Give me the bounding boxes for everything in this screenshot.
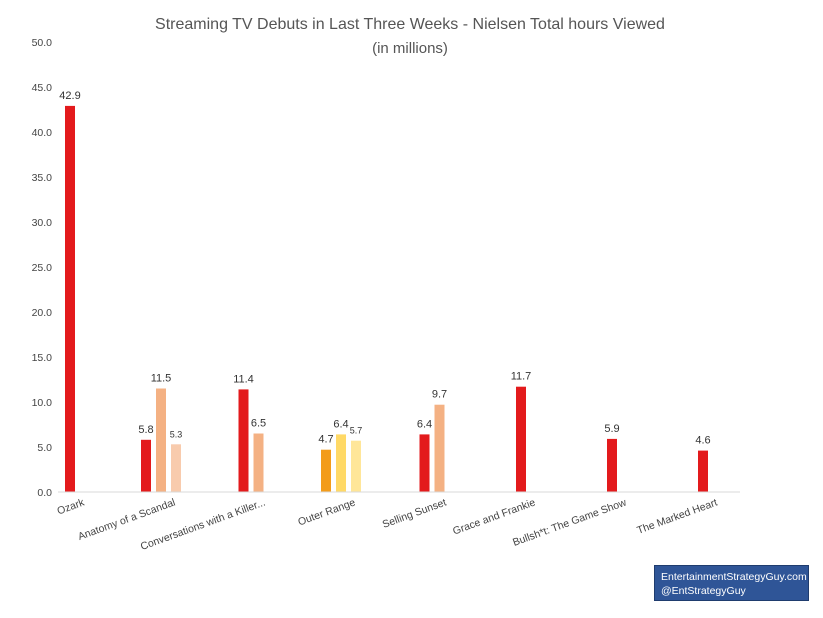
y-tick-label: 25.0 [32,262,53,274]
bar [419,434,430,492]
y-tick-label: 5.0 [37,442,52,454]
y-tick-label: 0.0 [37,487,52,499]
y-tick-label: 15.0 [32,352,53,364]
credit-website: EntertainmentStrategyGuy.com [661,571,807,583]
bar-series: 42.95.811.55.311.46.54.76.45.76.49.711.7… [59,90,711,493]
data-label: 11.7 [511,371,532,383]
bar [336,434,346,492]
y-tick-label: 40.0 [32,127,53,139]
data-label: 4.7 [318,434,333,446]
y-tick-label: 50.0 [32,37,53,49]
y-tick-label: 30.0 [32,217,53,229]
data-label: 4.6 [695,435,710,447]
y-tick-label: 20.0 [32,307,53,319]
data-label: 6.4 [333,418,348,430]
data-label: 11.5 [151,373,172,385]
credit-box: EntertainmentStrategyGuy.com @EntStrateg… [654,565,809,601]
data-label: 5.3 [170,429,183,439]
bar [156,388,166,492]
bar [171,444,181,492]
chart-title: Streaming TV Debuts in Last Three Weeks … [155,16,665,33]
x-tick-label: Grace and Frankie [451,496,537,537]
x-tick-label: The Marked Heart [635,497,719,537]
x-tick-label: Outer Range [296,496,357,528]
bar [698,450,708,492]
y-tick-label: 10.0 [32,397,53,409]
data-label: 5.8 [138,424,153,436]
data-label: 5.9 [604,423,619,435]
chart-subtitle: (in millions) [372,40,448,57]
y-tick-label: 35.0 [32,172,53,184]
bar [65,105,75,493]
bar [516,386,526,492]
data-label: 9.7 [432,389,447,401]
bar [434,404,445,492]
bar [607,438,617,492]
data-label: 11.4 [233,373,254,385]
bar [351,440,361,492]
bar [321,449,331,492]
y-tick-label: 45.0 [32,82,53,94]
bar [238,389,249,492]
data-label: 6.4 [417,418,432,430]
bar [141,439,151,492]
data-label: 5.7 [350,426,363,436]
credit-handle: @EntStrategyGuy [661,585,746,597]
x-tick-label: Selling Sunset [381,497,448,531]
bar [253,433,264,492]
data-label: 42.9 [59,90,80,102]
x-tick-label: Ozark [56,496,87,517]
data-label: 6.5 [251,418,266,430]
y-axis: 0.0 5.0 10.0 15.0 20.0 25.0 30.0 35.0 40.0 45.0 50… [32,37,53,499]
